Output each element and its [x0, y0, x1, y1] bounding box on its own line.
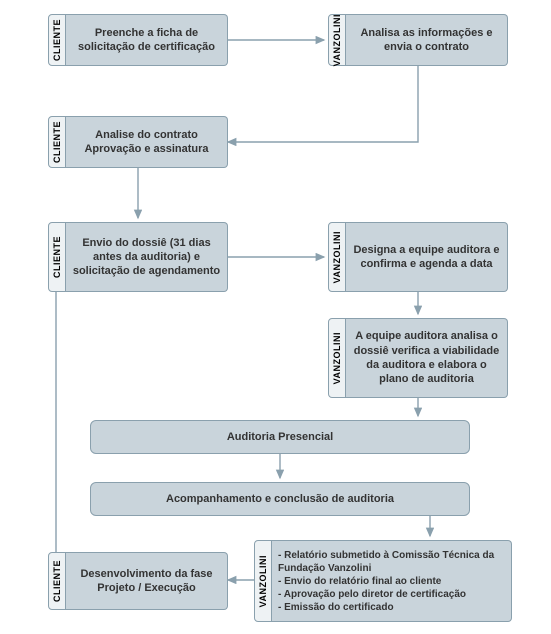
arrow-9: [56, 258, 66, 580]
node-content: A equipe auditora analisa o dossiê verif…: [346, 318, 508, 398]
vanzolini-label: VANZOLINI: [328, 222, 346, 292]
flow-node-n7: CLIENTEDesenvolvimento da fase Projeto /…: [48, 552, 228, 610]
flow-node-n1: CLIENTEPreenche a ficha de solicitação d…: [48, 14, 228, 66]
node-content: Analisa as informações e envia o contrat…: [346, 14, 508, 66]
arrow-1: [228, 66, 418, 142]
flow-node-n4: CLIENTEEnvio do dossiê (31 dias antes da…: [48, 222, 228, 292]
node-content: Desenvolvimento da fase Projeto / Execuç…: [66, 552, 228, 610]
flow-node-n8: VANZOLINI- Relatório submetido à Comissã…: [254, 540, 512, 622]
node-content: Envio do dossiê (31 dias antes da audito…: [66, 222, 228, 292]
node-content: Preenche a ficha de solicitação de certi…: [66, 14, 228, 66]
wide-node-w2: Acompanhamento e conclusão de auditoria: [90, 482, 470, 516]
vanzolini-label: VANZOLINI: [254, 540, 272, 622]
cliente-label: CLIENTE: [48, 552, 66, 610]
node-content: - Relatório submetido à Comissão Técnica…: [272, 540, 512, 622]
cliente-label: CLIENTE: [48, 222, 66, 292]
flow-node-n5: VANZOLINIDesigna a equipe auditora e con…: [328, 222, 508, 292]
wide-node-w1: Auditoria Presencial: [90, 420, 470, 454]
flow-node-n6: VANZOLINIA equipe auditora analisa o dos…: [328, 318, 508, 398]
cliente-label: CLIENTE: [48, 14, 66, 66]
cliente-label: CLIENTE: [48, 116, 66, 168]
flow-node-n2: VANZOLINIAnalisa as informações e envia …: [328, 14, 508, 66]
node-content: Analise do contrato Aprovação e assinatu…: [66, 116, 228, 168]
node-content: Designa a equipe auditora e confirma e a…: [346, 222, 508, 292]
vanzolini-label: VANZOLINI: [328, 14, 346, 66]
vanzolini-label: VANZOLINI: [328, 318, 346, 398]
flow-node-n3: CLIENTEAnalise do contrato Aprovação e a…: [48, 116, 228, 168]
